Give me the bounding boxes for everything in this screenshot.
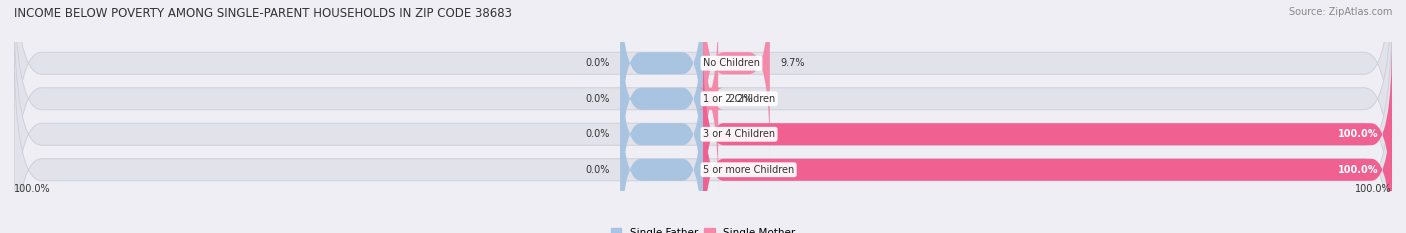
- Text: 5 or more Children: 5 or more Children: [703, 165, 794, 175]
- FancyBboxPatch shape: [620, 74, 703, 233]
- Text: 0.0%: 0.0%: [586, 165, 610, 175]
- Text: 9.7%: 9.7%: [780, 58, 804, 68]
- Text: 1 or 2 Children: 1 or 2 Children: [703, 94, 775, 104]
- FancyBboxPatch shape: [14, 39, 1392, 233]
- FancyBboxPatch shape: [703, 74, 1392, 233]
- FancyBboxPatch shape: [14, 0, 1392, 194]
- Text: No Children: No Children: [703, 58, 761, 68]
- FancyBboxPatch shape: [14, 3, 1392, 233]
- FancyBboxPatch shape: [620, 39, 703, 230]
- Text: 0.0%: 0.0%: [586, 58, 610, 68]
- Text: 2.2%: 2.2%: [728, 94, 754, 104]
- Text: 0.0%: 0.0%: [586, 94, 610, 104]
- Legend: Single Father, Single Mother: Single Father, Single Mother: [610, 228, 796, 233]
- FancyBboxPatch shape: [703, 39, 1392, 230]
- FancyBboxPatch shape: [620, 3, 703, 194]
- Text: 0.0%: 0.0%: [586, 129, 610, 139]
- Text: 100.0%: 100.0%: [1337, 165, 1378, 175]
- FancyBboxPatch shape: [697, 3, 724, 194]
- FancyBboxPatch shape: [703, 0, 770, 159]
- FancyBboxPatch shape: [620, 0, 703, 159]
- FancyBboxPatch shape: [14, 0, 1392, 230]
- Text: INCOME BELOW POVERTY AMONG SINGLE-PARENT HOUSEHOLDS IN ZIP CODE 38683: INCOME BELOW POVERTY AMONG SINGLE-PARENT…: [14, 7, 512, 20]
- Text: 3 or 4 Children: 3 or 4 Children: [703, 129, 775, 139]
- Text: 100.0%: 100.0%: [1355, 184, 1392, 194]
- Text: 100.0%: 100.0%: [14, 184, 51, 194]
- Text: Source: ZipAtlas.com: Source: ZipAtlas.com: [1288, 7, 1392, 17]
- Text: 100.0%: 100.0%: [1337, 129, 1378, 139]
